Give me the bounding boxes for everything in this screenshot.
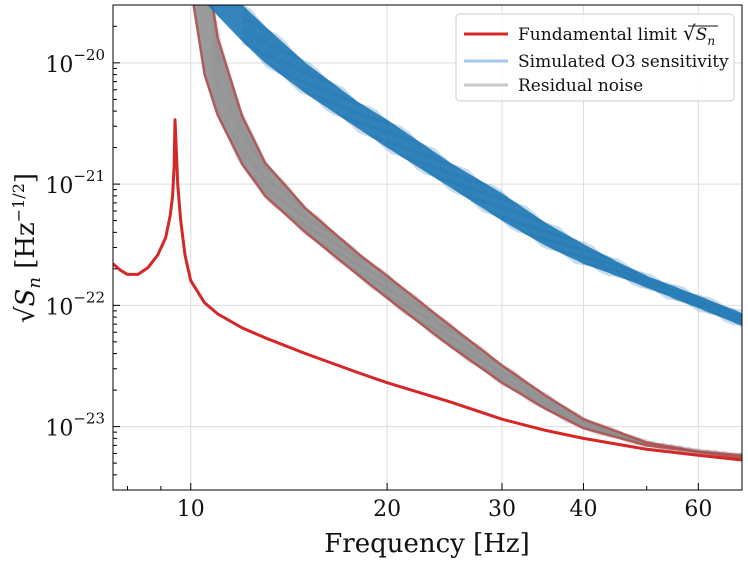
- o3-sensitivity-realization: [241, 41, 742, 326]
- y-label-subscript: n: [24, 277, 45, 289]
- y-tick-label: 10−23: [45, 410, 105, 442]
- legend-label-residual: Residual noise: [518, 76, 643, 96]
- o3-sensitivity-realization: [241, 21, 742, 323]
- legend-frame: [455, 13, 735, 102]
- x-tick-label: 10: [177, 497, 205, 522]
- o3-sensitivity-band: [207, 5, 742, 326]
- legend-fundamental-root: √: [683, 21, 696, 45]
- o3-sensitivity-realization: [241, 28, 742, 322]
- legend-fundamental-symbol: S: [696, 25, 708, 45]
- o3-sensitivity-realization: [241, 15, 742, 319]
- ticks: 10 20 30 40 60 10−20 10−21 10−22 10−23: [45, 4, 743, 522]
- y-label-unit-open: [Hz: [11, 222, 41, 277]
- y-label-root: √: [11, 306, 41, 323]
- y-axis-label: √Sn [Hz−1/2]: [9, 173, 45, 323]
- legend-fundamental-subscript: n: [707, 34, 715, 48]
- residual-noise-edge-upper: [192, 5, 742, 457]
- y-label-symbol: S: [11, 289, 41, 307]
- o3-sensitivity-realization: [241, 29, 742, 324]
- legend-label-fundamental: Fundamental limit √Sn: [518, 21, 715, 48]
- x-tick-label: 30: [488, 497, 516, 522]
- y-label-unit-close: ]: [11, 173, 41, 183]
- o3-sensitivity-realization: [241, 5, 742, 313]
- x-tick-label: 40: [569, 497, 597, 522]
- legend: Fundamental limit √Sn Simulated O3 sensit…: [455, 13, 735, 102]
- x-tick-label: 20: [373, 497, 401, 522]
- residual-noise-realization: [211, 30, 742, 460]
- legend-label-o3: Simulated O3 sensitivity: [518, 52, 729, 72]
- series-layer: [113, 5, 742, 462]
- y-tick-label: 10−21: [45, 167, 105, 199]
- x-axis-label: Frequency [Hz]: [324, 529, 530, 559]
- o3-sensitivity-realization: [241, 36, 742, 328]
- x-tick-label: 60: [684, 497, 712, 522]
- fundamental-limit-line: [113, 118, 742, 462]
- residual-noise-edge-lower: [211, 5, 742, 460]
- y-tick-label: 10−20: [45, 46, 105, 78]
- o3-sensitivity-realization: [241, 16, 742, 318]
- legend-fundamental-text: Fundamental limit: [518, 25, 677, 45]
- y-label-unit-exp: −1/2: [9, 183, 28, 222]
- o3-sensitivity-realization: [241, 7, 742, 318]
- residual-noise-realization: [211, 73, 742, 458]
- y-tick-label: 10−22: [45, 288, 105, 320]
